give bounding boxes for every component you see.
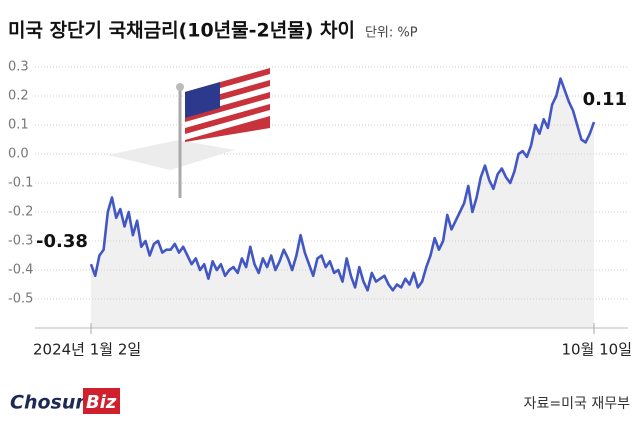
data-label: -0.38 bbox=[36, 231, 88, 252]
y-tick-label: 0.2 bbox=[8, 89, 29, 104]
flag-illustration bbox=[108, 68, 270, 198]
chart-subtitle: 단위: %P bbox=[365, 26, 418, 41]
flag-canton bbox=[185, 82, 220, 118]
data-label: 0.11 bbox=[583, 89, 627, 110]
y-tick-label: -0.5 bbox=[8, 292, 33, 307]
chart-title: 미국 장단기 국채금리(10년물-2년물) 차이 bbox=[8, 20, 355, 42]
logo-text: Biz bbox=[86, 392, 117, 413]
y-tick-label: -0.2 bbox=[8, 205, 33, 220]
y-tick-label: -0.3 bbox=[8, 234, 33, 249]
plot-area: 0.3 0.2 0.1 0.0 -0.1 -0.2 -0.3 -0.4 -0.5 2024년 1월… bbox=[8, 60, 632, 359]
x-tick-label: 10월 10일 bbox=[561, 341, 632, 359]
y-tick-label: 0.3 bbox=[8, 60, 29, 75]
source: 자료=미국 재무부 bbox=[524, 396, 630, 412]
y-tick-label: 0.0 bbox=[8, 147, 29, 162]
logo-text: Chosun bbox=[10, 392, 89, 414]
flag-stripe bbox=[185, 98, 270, 128]
flag-pole-top bbox=[176, 83, 184, 91]
flag-shadow bbox=[108, 140, 235, 170]
logo-box bbox=[83, 388, 120, 414]
y-tick-label: 0.1 bbox=[8, 118, 29, 133]
flag-stripe bbox=[185, 110, 270, 140]
line bbox=[89, 77, 596, 292]
area bbox=[91, 78, 594, 328]
y-tick-label: -0.4 bbox=[8, 263, 33, 278]
y-tick-label: -0.1 bbox=[8, 176, 33, 191]
x-tick-label: 2024년 1월 2일 bbox=[33, 341, 141, 359]
